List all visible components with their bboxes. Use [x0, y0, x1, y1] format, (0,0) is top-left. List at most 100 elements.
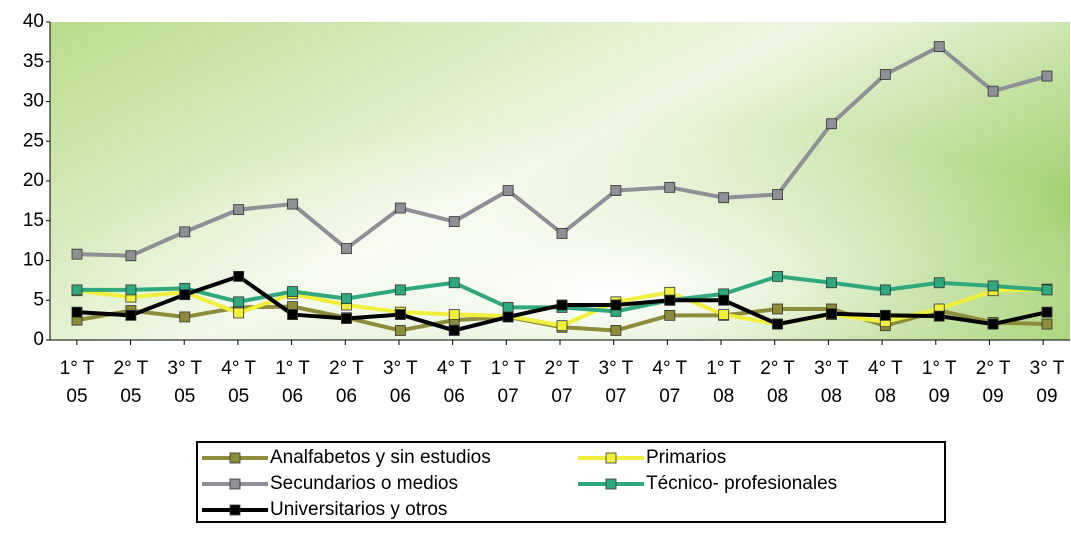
marker [610, 299, 622, 311]
x-tick-label: 05 [228, 386, 249, 407]
marker [287, 286, 298, 297]
legend-label: Técnico- profesionales [646, 473, 837, 494]
marker [448, 309, 460, 320]
marker [71, 306, 83, 318]
x-tick-label: 07 [659, 386, 680, 407]
x-tick-label: 4° T [652, 358, 687, 379]
marker [341, 313, 352, 324]
marker [448, 325, 460, 336]
y-tick-label: 25 [23, 130, 44, 151]
legend-swatch-marker [605, 478, 617, 490]
x-tick-label: 3° T [167, 358, 202, 379]
x-tick-label: 2° T [760, 358, 795, 379]
x-tick-label: 4° T [868, 358, 903, 379]
x-tick-label: 08 [875, 386, 896, 407]
marker [987, 280, 999, 292]
x-tick-label: 3° T [814, 358, 849, 379]
legend-swatch-marker [229, 452, 241, 464]
x-tick-label: 4° T [221, 358, 256, 379]
marker [287, 309, 298, 320]
y-tick-label: 15 [23, 210, 44, 231]
x-tick-label: 07 [605, 386, 626, 407]
legend [196, 441, 946, 523]
marker [987, 85, 999, 97]
marker [502, 302, 514, 313]
marker [341, 293, 352, 305]
y-tick-label: 10 [23, 250, 44, 271]
legend-swatch-marker [229, 504, 241, 516]
marker [394, 325, 406, 336]
marker [610, 185, 622, 196]
x-tick-label: 06 [390, 386, 411, 407]
legend-swatch-marker [229, 478, 241, 490]
legend-swatch-marker [605, 452, 617, 464]
marker [179, 311, 191, 323]
marker [664, 309, 676, 321]
marker [826, 308, 837, 320]
marker [1041, 70, 1053, 82]
marker [556, 299, 568, 311]
x-tick-label: 08 [713, 386, 734, 407]
marker [664, 181, 676, 193]
x-tick-label: 05 [120, 386, 141, 407]
x-tick-label: 07 [551, 386, 572, 407]
x-tick-label: 1° T [275, 358, 310, 379]
marker [1041, 318, 1053, 330]
x-tick-label: 09 [983, 386, 1004, 407]
marker [1041, 306, 1053, 318]
x-tick-label: 3° T [599, 358, 634, 379]
legend-label: Secundarios o medios [270, 473, 458, 494]
marker [125, 284, 137, 296]
x-tick-label: 3° T [383, 358, 418, 379]
marker [125, 309, 137, 321]
x-tick-label: 07 [498, 386, 519, 407]
x-tick-label: 1° T [60, 358, 95, 379]
marker [233, 307, 245, 319]
marker [772, 270, 783, 282]
marker [179, 289, 191, 301]
marker [341, 243, 352, 254]
y-tick-label: 35 [23, 51, 44, 72]
marker [287, 198, 298, 210]
marker [502, 185, 514, 196]
legend-label: Universitarios y otros [270, 499, 447, 520]
marker [826, 277, 837, 289]
x-tick-label: 06 [444, 386, 465, 407]
x-tick-label: 3° T [1030, 358, 1065, 379]
marker [233, 270, 245, 282]
marker [933, 277, 945, 289]
x-tick-label: 05 [66, 386, 87, 407]
x-tick-label: 08 [767, 386, 788, 407]
marker [179, 226, 191, 238]
marker [772, 318, 783, 330]
x-tick-label: 1° T [922, 358, 957, 379]
x-tick-label: 2° T [329, 358, 364, 379]
x-tick-label: 09 [1036, 386, 1057, 407]
x-tick-label: 06 [282, 386, 303, 407]
marker [233, 296, 245, 308]
marker [394, 284, 406, 296]
y-tick-label: 20 [23, 170, 44, 191]
marker [610, 325, 622, 336]
marker [718, 309, 730, 320]
marker [502, 311, 514, 323]
marker [933, 310, 945, 322]
x-tick-label: 2° T [545, 358, 580, 379]
marker [664, 294, 676, 306]
legend-label: Primarios [646, 447, 726, 468]
marker [826, 118, 837, 130]
x-tick-label: 05 [174, 386, 195, 407]
marker [933, 41, 945, 53]
marker [718, 294, 730, 306]
y-tick-label: 0 [33, 329, 44, 350]
marker [879, 284, 891, 296]
marker [718, 192, 730, 204]
marker [233, 204, 245, 216]
marker [772, 303, 783, 315]
legend-label: Analfabetos y sin estudios [270, 447, 491, 468]
marker [71, 248, 83, 260]
marker [448, 216, 460, 227]
x-tick-label: 06 [336, 386, 357, 407]
